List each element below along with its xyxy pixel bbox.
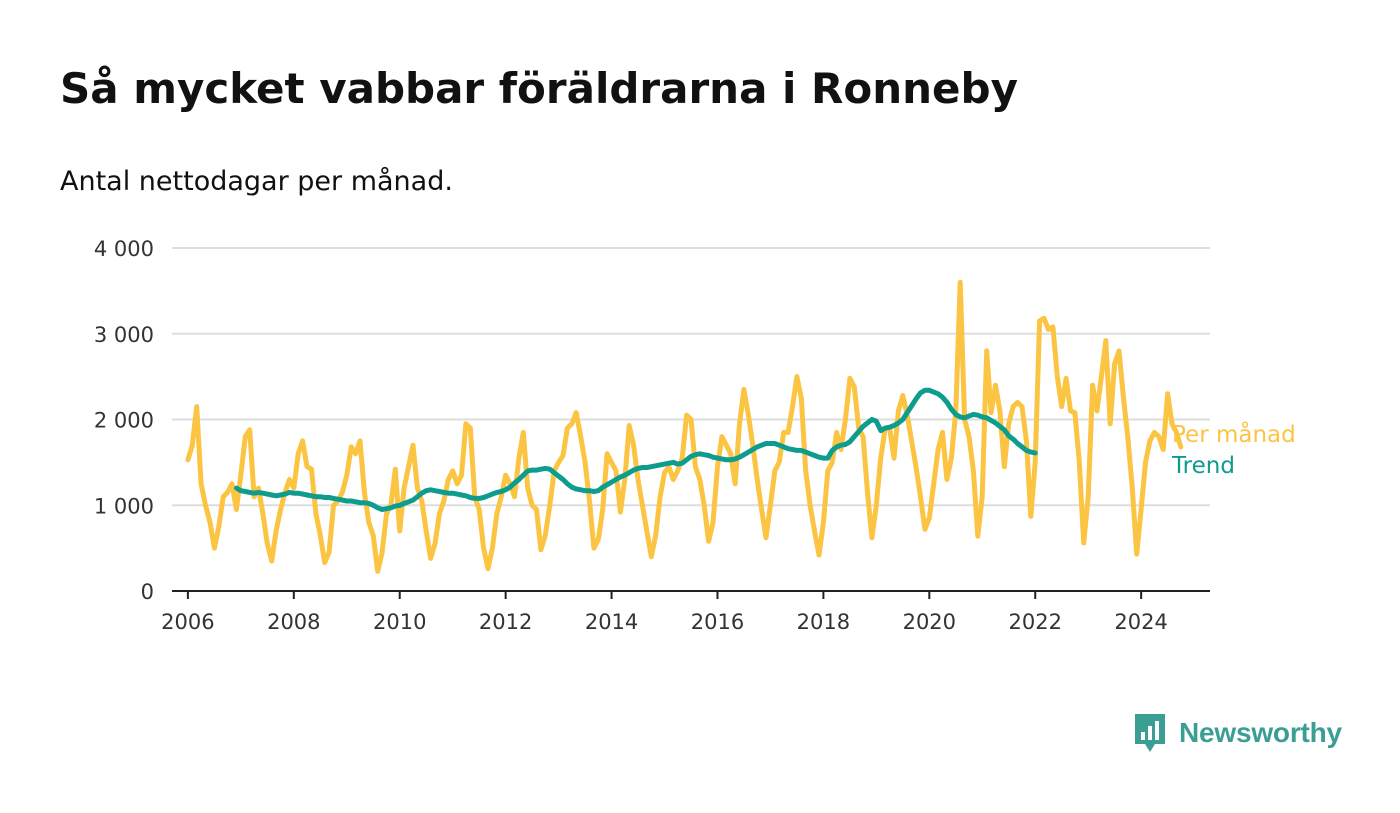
x-tick-label: 2014 xyxy=(585,610,638,634)
y-axis-tick-labels: 0 1 000 2 000 3 000 4 000 xyxy=(94,237,154,604)
x-axis: 2006 2008 2010 2012 2014 2016 2018 2020 2022 2024 xyxy=(161,590,1210,634)
x-tick-label: 2024 xyxy=(1114,610,1167,634)
y-tick-label: 0 xyxy=(141,580,154,604)
y-tick-label: 1 000 xyxy=(94,494,154,518)
series-line-trend xyxy=(234,387,1038,512)
legend-label-trend: Trend xyxy=(1171,453,1235,479)
x-tick-label: 2018 xyxy=(797,610,850,634)
inline-legend: Per månad Trend xyxy=(1171,420,1296,479)
x-tick-label: 2022 xyxy=(1009,610,1062,634)
x-tick-label: 2012 xyxy=(479,610,532,634)
newsworthy-logo: Newsworthy xyxy=(1133,712,1342,754)
series-line-per-manad xyxy=(185,279,1184,574)
x-tick-label: 2020 xyxy=(903,610,956,634)
y-tick-label: 4 000 xyxy=(94,237,154,261)
x-tick-label: 2016 xyxy=(691,610,744,634)
x-tick-label: 2006 xyxy=(161,610,214,634)
logo-text: Newsworthy xyxy=(1179,717,1342,748)
chart-subtitle: Antal nettodagar per månad. xyxy=(60,166,453,197)
chart-title: Så mycket vabbar föräldrarna i Ronneby xyxy=(60,64,1018,113)
grid-lines xyxy=(172,247,1210,507)
legend-label-per-manad: Per månad xyxy=(1172,420,1296,448)
bar-chart-icon xyxy=(1135,714,1165,752)
y-tick-label: 3 000 xyxy=(94,323,154,347)
series-lines xyxy=(185,279,1184,574)
y-tick-label: 2 000 xyxy=(94,409,154,433)
x-tick-label: 2010 xyxy=(373,610,426,634)
x-tick-label: 2008 xyxy=(267,610,320,634)
